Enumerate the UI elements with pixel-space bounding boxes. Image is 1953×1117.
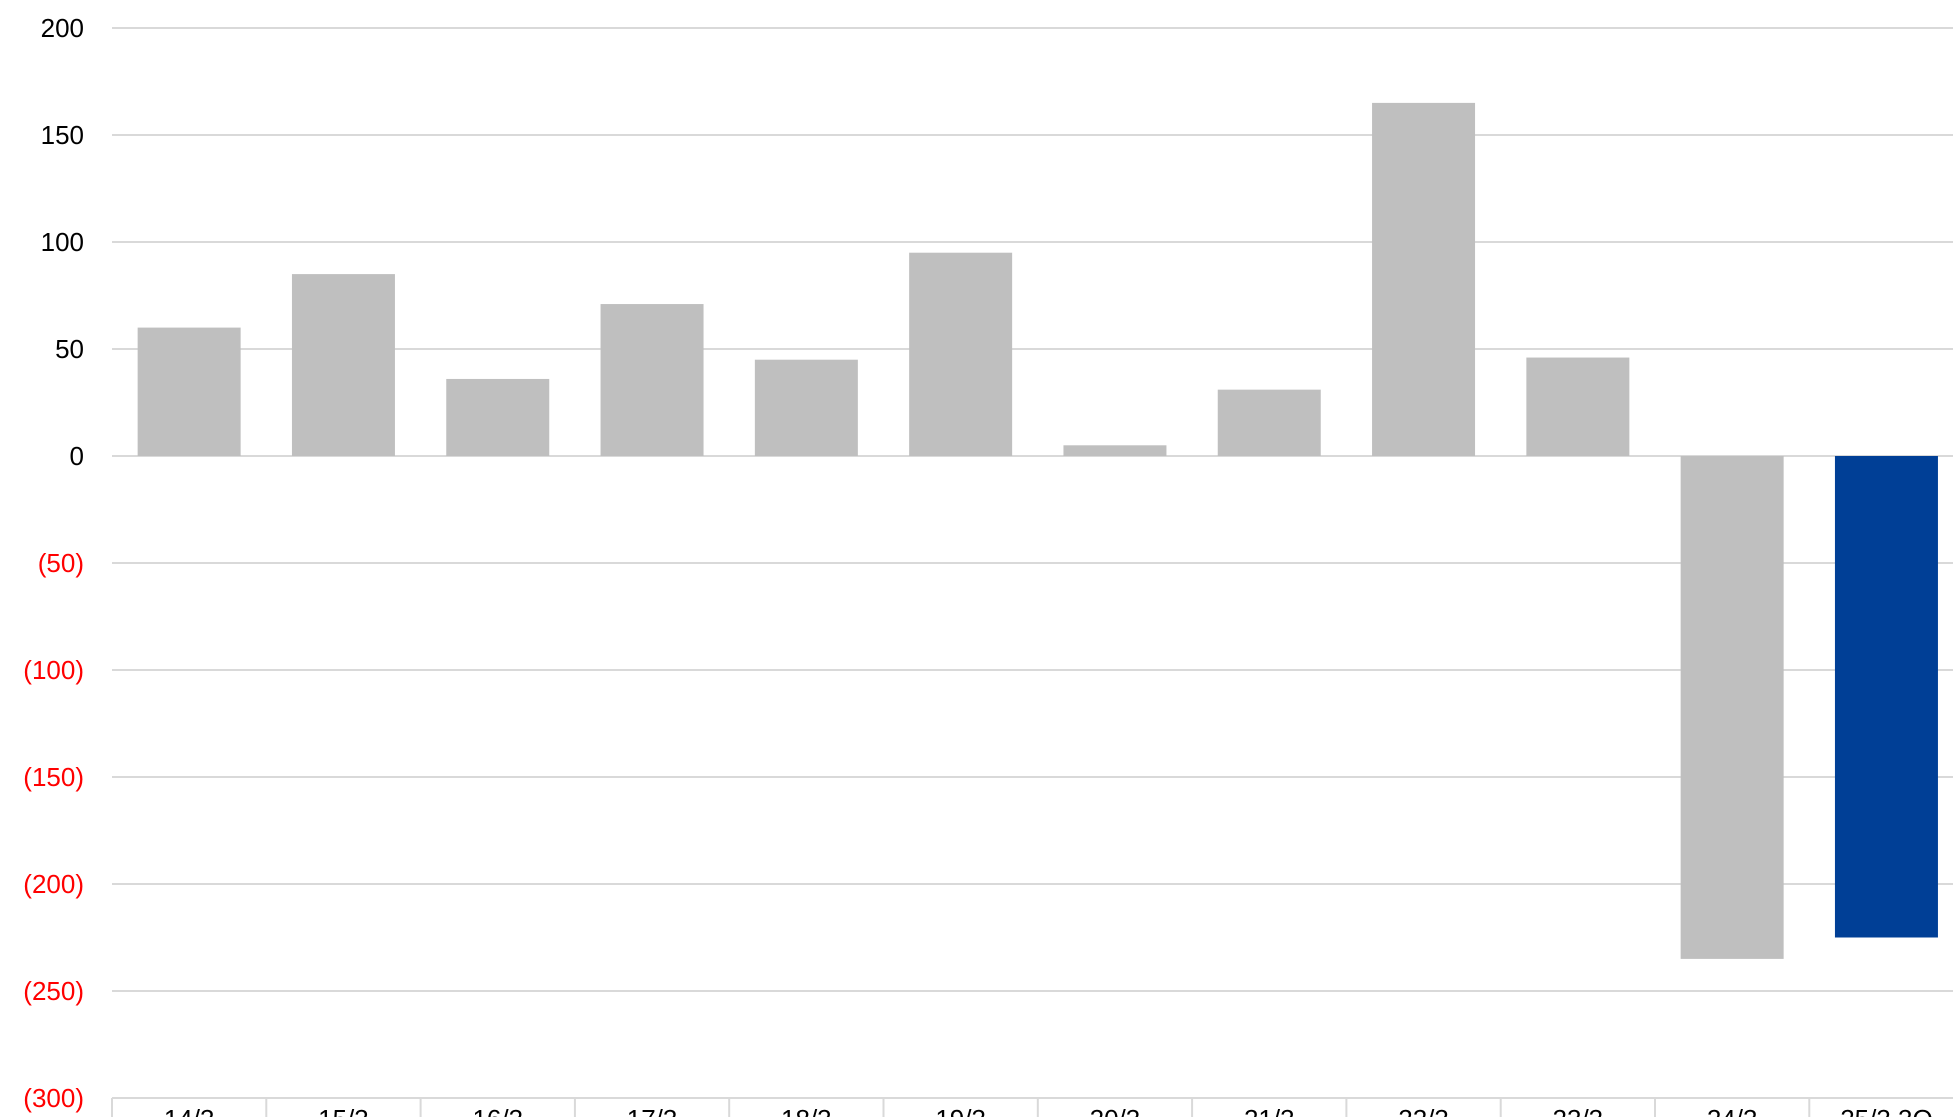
bar-16-3 [446,378,550,456]
gridlines [112,27,1953,1099]
y-tick-label: (200) [23,869,84,899]
x-tick-label: 14/3 [164,1104,215,1117]
y-tick-label: (250) [23,976,84,1006]
bar-18-3 [754,359,858,456]
x-axis: 14/3 15/3 16/3 17/3 18/3 19/3 20/3 21/3 22/3 23/3… [111,1098,1933,1117]
y-axis-tick-labels: 200 150 100 50 0 (50) (100) (150) (200) (250) (300… [23,13,84,1113]
bar-19-3 [909,252,1013,456]
x-tick-label: 19/3 [935,1104,986,1117]
y-tick-label: (300) [23,1083,84,1113]
y-tick-label: 200 [41,13,84,43]
bar-21-3 [1217,389,1321,456]
bar-17-3 [600,304,704,456]
y-tick-label: 100 [41,227,84,257]
y-tick-label: (100) [23,655,84,685]
y-tick-label: 150 [41,120,84,150]
x-tick-label: 15/3 [318,1104,369,1117]
y-tick-label: (50) [38,548,84,578]
bar-20-3 [1063,445,1167,456]
x-tick-label: 24/3 [1707,1104,1758,1117]
y-tick-label: (150) [23,762,84,792]
bar-24-3 [1680,456,1784,959]
bar-22-3 [1372,102,1476,457]
x-tick-label: 22/3 [1398,1104,1449,1117]
bar-15-3 [291,274,395,456]
y-tick-label: 50 [55,334,84,364]
x-tick-label: 23/3 [1553,1104,1604,1117]
x-tick-label: 18/3 [781,1104,832,1117]
bars [137,102,1938,959]
x-tick-label: 21/3 [1244,1104,1295,1117]
y-tick-label: 0 [70,441,84,471]
x-tick-label: 16/3 [472,1104,523,1117]
x-tick-label: 25/3 3Q [1840,1104,1933,1117]
x-tick-label: 20/3 [1090,1104,1141,1117]
bar-14-3 [137,327,241,456]
bar-23-3 [1526,357,1630,456]
bar-25-3-3Q [1834,456,1938,938]
x-tick-label: 17/3 [627,1104,678,1117]
